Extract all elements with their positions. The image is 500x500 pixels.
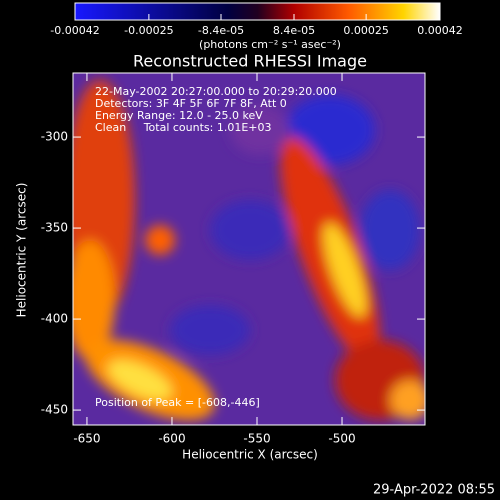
chart-title: Reconstructed RHESSI Image: [133, 52, 367, 71]
annotation: Clean Total counts: 1.01E+03: [95, 121, 272, 134]
y-tick-label: -450: [41, 403, 68, 417]
peak-label: Position of Peak = [-608,-446]: [95, 396, 260, 409]
colorbar-tick-label: 8.4e-05: [273, 24, 315, 37]
heatmap: [73, 73, 425, 425]
x-tick-label: -550: [243, 432, 270, 446]
colorbar-tick-label: -8.4e-05: [198, 24, 244, 37]
timestamp: 29-Apr-2022 08:55: [373, 483, 495, 498]
y-tick-label: -350: [41, 221, 68, 235]
x-tick-label: -650: [73, 432, 100, 446]
colorbar-tick-label: 0.00042: [417, 24, 463, 37]
x-tick-label: -500: [328, 432, 355, 446]
colorbar-label: (photons cm⁻² s⁻¹ asec⁻²): [199, 38, 341, 51]
colorbar-tick-label: -0.00025: [124, 24, 173, 37]
colorbar-tick-label: 0.00025: [343, 24, 389, 37]
y-tick-label: -300: [41, 130, 68, 144]
x-tick-label: -600: [158, 432, 185, 446]
plot-frame: [72, 72, 426, 426]
colorbar-tick-label: -0.00042: [50, 24, 99, 37]
annotation: Detectors: 3F 4F 5F 6F 7F 8F, Att 0: [95, 97, 287, 110]
y-tick-label: -400: [41, 312, 68, 326]
y-axis-label: Heliocentric Y (arcsec): [15, 183, 29, 318]
annotation: 22-May-2002 20:27:00.000 to 20:29:20.000: [95, 85, 337, 98]
x-axis-label: Heliocentric X (arcsec): [182, 448, 318, 462]
colorbar: [74, 2, 441, 21]
annotation: Energy Range: 12.0 - 25.0 keV: [95, 109, 263, 122]
